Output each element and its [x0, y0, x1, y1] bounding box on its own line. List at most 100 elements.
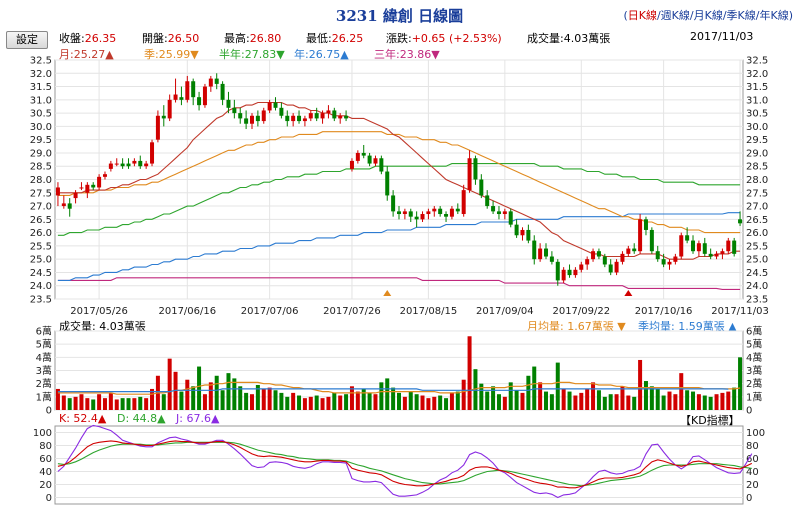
- candle: [532, 235, 537, 265]
- candle: [714, 251, 719, 260]
- candle: [261, 107, 266, 124]
- candle: [738, 211, 743, 226]
- price-x-tick: 2017/07/26: [323, 306, 381, 317]
- candle-body: [661, 259, 666, 265]
- candle-body: [132, 160, 137, 164]
- candle-body: [91, 184, 96, 188]
- candle-body: [538, 248, 543, 260]
- kd-d-legend: D: 44.8▲: [117, 412, 166, 425]
- volume-bar: [144, 398, 149, 410]
- candle-body: [285, 115, 290, 122]
- volume-bar: [614, 394, 619, 410]
- candle-body: [191, 81, 196, 98]
- period-month-link[interactable]: 月K線: [693, 9, 723, 22]
- volume-bar: [344, 394, 349, 410]
- volume-bar: [461, 379, 466, 410]
- candle-body: [473, 158, 478, 180]
- volume-bar: [726, 391, 731, 410]
- price-y-tick-right: 24.0: [746, 281, 768, 292]
- candle: [508, 208, 513, 228]
- candle: [314, 107, 319, 122]
- candle-body: [249, 115, 254, 124]
- volume-bar: [549, 394, 554, 410]
- candle-body: [73, 192, 78, 199]
- candle: [332, 107, 337, 122]
- candle: [355, 150, 360, 164]
- volume-y-tick-right: 5萬: [746, 338, 762, 351]
- volume-bar: [402, 396, 407, 410]
- candle-body: [397, 211, 401, 215]
- volume-bar: [185, 379, 190, 410]
- candle-body: [349, 160, 354, 169]
- volume-bar: [85, 398, 90, 410]
- candle-body: [691, 240, 696, 252]
- candle-body: [526, 229, 531, 241]
- candle-body: [555, 261, 560, 281]
- kd-y-tick-left: 40: [39, 467, 52, 478]
- candle-body: [167, 99, 172, 119]
- volume-quarter-avg-line: [57, 388, 729, 393]
- price-y-tick-left: 31.5: [30, 82, 52, 93]
- price-y-tick-right: 31.0: [746, 95, 768, 106]
- candle-body: [408, 211, 413, 217]
- kd-j-line: [57, 424, 753, 499]
- candle: [61, 195, 66, 209]
- volume-bar: [197, 366, 202, 410]
- volume-bar: [126, 398, 131, 410]
- volume-bar: [391, 387, 396, 410]
- price-y-tick-left: 23.5: [30, 295, 52, 306]
- candle: [655, 245, 660, 262]
- candle: [102, 171, 107, 180]
- price-x-tick: 2017/09/22: [552, 306, 610, 317]
- candle-body: [567, 269, 572, 276]
- volume-y-tick-left: 5萬: [36, 338, 52, 351]
- period-day-link[interactable]: 日K線: [627, 9, 657, 22]
- candle-body: [85, 184, 90, 193]
- period-week-link[interactable]: 週K線: [660, 9, 690, 22]
- candle-body: [220, 83, 225, 100]
- candle: [202, 83, 207, 108]
- volume-bar: [55, 388, 60, 410]
- volume-bar: [685, 390, 690, 410]
- candle: [185, 75, 190, 103]
- candle-body: [279, 107, 284, 116]
- volume-bar: [379, 382, 384, 410]
- price-y-tick-right: 28.0: [746, 175, 768, 186]
- volume-bar: [314, 395, 319, 410]
- candle: [414, 211, 419, 228]
- ma-half-line: [57, 163, 741, 236]
- volume-bar: [496, 394, 501, 410]
- candle: [608, 259, 613, 276]
- price-y-tick-left: 26.0: [30, 228, 52, 239]
- settings-button[interactable]: 設定: [6, 31, 48, 49]
- candle-body: [449, 208, 454, 217]
- candle: [626, 245, 631, 257]
- kd-k-legend: K: 52.4▲: [59, 412, 107, 425]
- candle-body: [355, 152, 360, 161]
- price-y-tick-right: 31.5: [746, 82, 768, 93]
- period-year-link[interactable]: 年K線: [759, 9, 789, 22]
- volume-bar: [673, 394, 678, 410]
- candle: [691, 235, 696, 254]
- ma-month-legend: 月:25.27▲: [59, 48, 114, 61]
- candle: [549, 251, 554, 265]
- candle-body: [255, 115, 260, 122]
- price-x-tick: 2017/11/03: [711, 306, 769, 317]
- price-y-tick-left: 28.0: [30, 175, 52, 186]
- candle: [114, 158, 119, 167]
- candle-body: [702, 243, 707, 254]
- period-quarter-link[interactable]: 季K線: [726, 9, 756, 22]
- volume-bar: [320, 398, 325, 410]
- volume-bar: [249, 394, 254, 410]
- price-y-tick-left: 29.5: [30, 135, 52, 146]
- volume-y-tick-left: 3萬: [36, 364, 52, 377]
- candle: [173, 78, 178, 103]
- volume-bar: [385, 378, 390, 410]
- price-y-tick-right: 26.0: [746, 228, 768, 239]
- volume-bar: [573, 395, 578, 410]
- quote-high: 最高:26.80: [224, 32, 282, 45]
- candle-body: [214, 78, 219, 84]
- volume-bar: [620, 386, 625, 410]
- price-y-tick-right: 30.0: [746, 122, 768, 133]
